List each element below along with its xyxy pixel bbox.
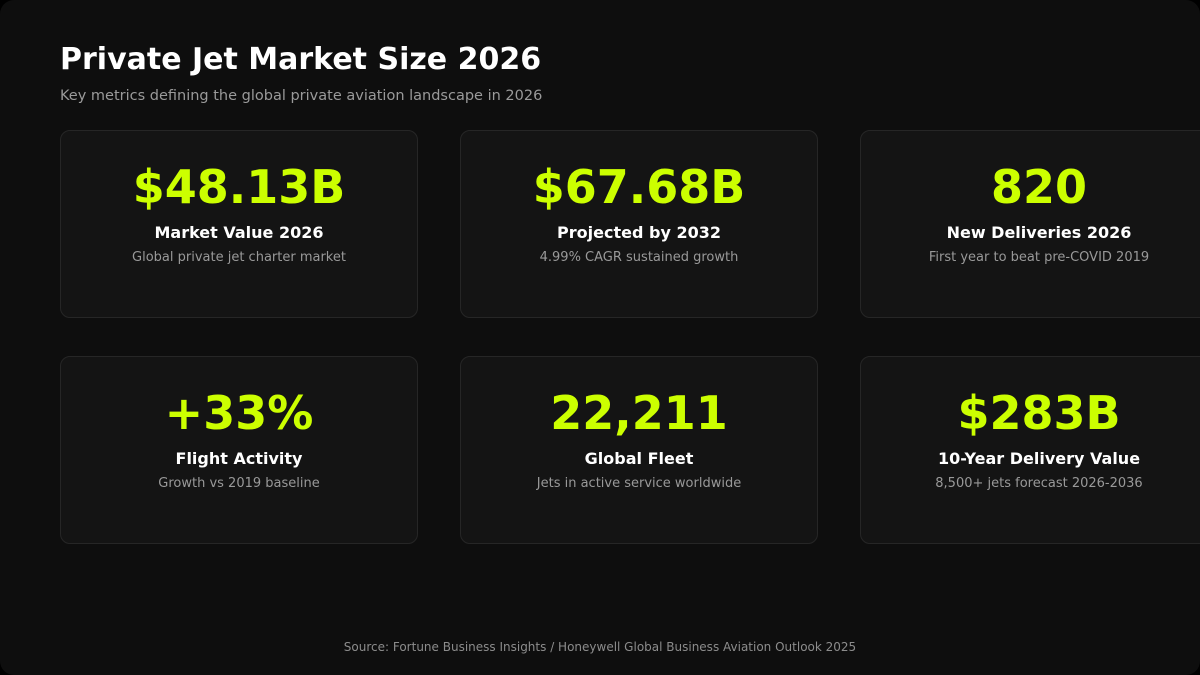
metric-card-flight-activity: +33% Flight Activity Growth vs 2019 base…: [60, 356, 418, 544]
metric-card-projected-2032: $67.68B Projected by 2032 4.99% CAGR sus…: [460, 130, 818, 318]
metric-card-new-deliveries: 820 New Deliveries 2026 First year to be…: [860, 130, 1200, 318]
metric-description: Global private jet charter market: [132, 250, 346, 265]
metric-label: 10-Year Delivery Value: [937, 449, 1141, 468]
page-subtitle: Key metrics defining the global private …: [60, 88, 543, 104]
metric-value: $283B: [957, 386, 1121, 440]
metric-label: Global Fleet: [584, 449, 694, 468]
metric-value: 820: [990, 160, 1088, 214]
metric-value: $48.13B: [132, 160, 346, 214]
metric-value: +33%: [164, 386, 314, 440]
metric-description: 4.99% CAGR sustained growth: [539, 250, 739, 265]
metric-value: $67.68B: [532, 160, 746, 214]
metric-label: Market Value 2026: [154, 223, 324, 242]
source-citation: Source: Fortune Business Insights / Hone…: [343, 640, 857, 654]
metric-card-delivery-value: $283B 10-Year Delivery Value 8,500+ jets…: [860, 356, 1200, 544]
metric-description: Jets in active service worldwide: [536, 476, 742, 491]
metric-value: 22,211: [550, 386, 728, 440]
metric-label: New Deliveries 2026: [946, 223, 1132, 242]
page-title: Private Jet Market Size 2026: [60, 42, 542, 77]
metric-description: 8,500+ jets forecast 2026-2036: [935, 476, 1143, 491]
metric-description: First year to beat pre-COVID 2019: [928, 250, 1150, 265]
metric-label: Flight Activity: [175, 449, 303, 468]
metric-card-market-value: $48.13B Market Value 2026 Global private…: [60, 130, 418, 318]
metric-description: Growth vs 2019 baseline: [158, 476, 320, 491]
metric-label: Projected by 2032: [557, 223, 721, 242]
metric-card-global-fleet: 22,211 Global Fleet Jets in active servi…: [460, 356, 818, 544]
